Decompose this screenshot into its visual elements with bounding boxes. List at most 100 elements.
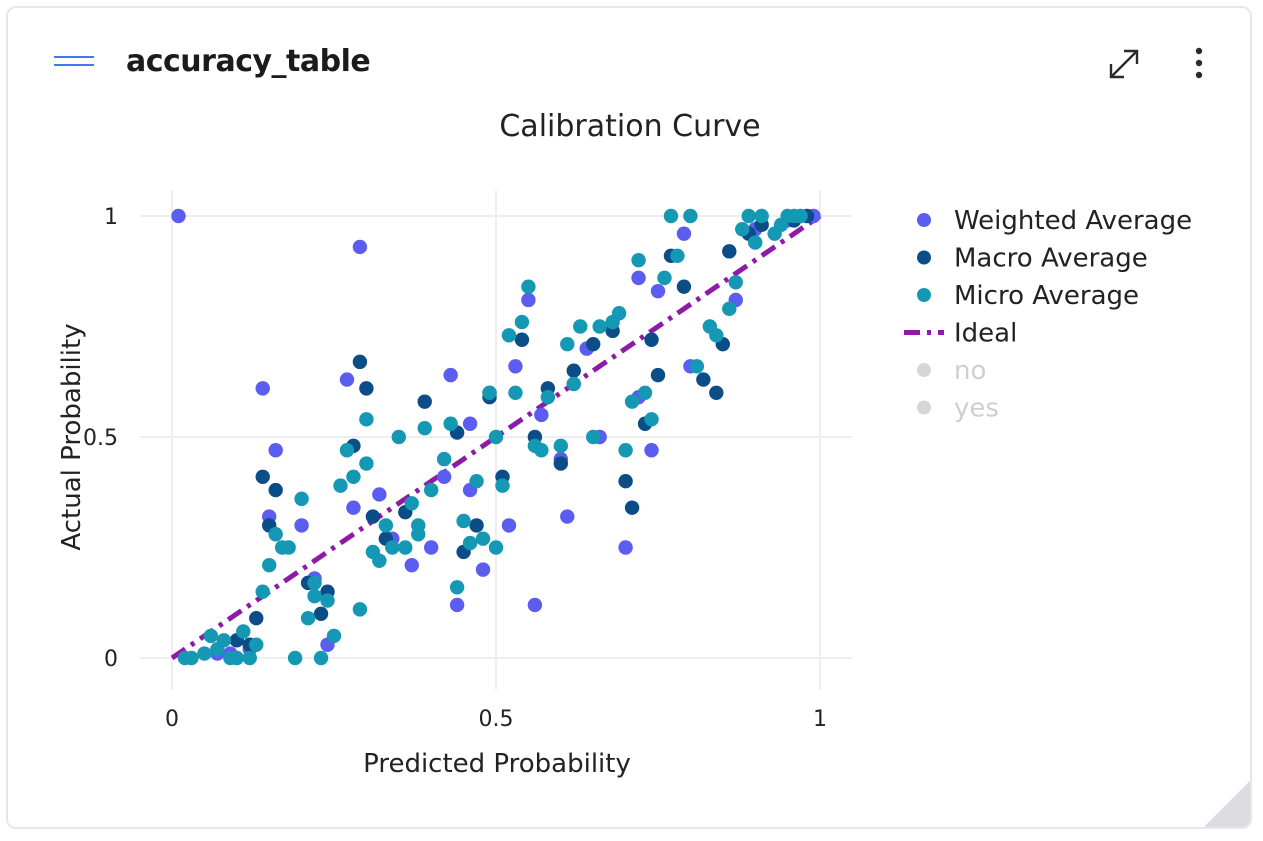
scatter-point bbox=[475, 562, 491, 577]
scatter-point bbox=[391, 429, 406, 445]
scatter-point bbox=[249, 637, 264, 652]
scatter-point bbox=[372, 487, 387, 502]
x-tick-label: 0.5 bbox=[479, 707, 514, 732]
scatter-point bbox=[462, 416, 478, 431]
legend-label: Micro Average bbox=[954, 281, 1139, 311]
scatter-point bbox=[508, 385, 523, 400]
scatter-point bbox=[495, 478, 510, 493]
scatter-point bbox=[294, 518, 309, 533]
scatter-point bbox=[618, 540, 633, 555]
legend-swatch bbox=[917, 400, 931, 415]
legend-swatch bbox=[917, 288, 931, 302]
scatter-point bbox=[748, 235, 763, 250]
scatter-point bbox=[436, 469, 452, 484]
scatter-point bbox=[411, 518, 426, 533]
scatter-point bbox=[566, 363, 581, 378]
scatter-point bbox=[385, 540, 400, 555]
scatter-point bbox=[501, 518, 517, 533]
scatter-point bbox=[508, 359, 523, 374]
scatter-point bbox=[573, 319, 588, 334]
scatter-point bbox=[709, 328, 724, 343]
scatter-point bbox=[631, 270, 646, 286]
scatter-point bbox=[521, 279, 536, 294]
scatter-point bbox=[197, 646, 212, 661]
legend-swatch bbox=[917, 363, 931, 377]
scatter-point bbox=[728, 275, 743, 290]
scatter-point bbox=[670, 248, 685, 263]
scatter-point bbox=[462, 535, 478, 551]
scatter-point bbox=[436, 451, 452, 467]
scatter-point bbox=[313, 650, 329, 666]
scatter-point bbox=[326, 628, 342, 644]
scatter-point bbox=[514, 332, 530, 347]
scatter-point bbox=[644, 443, 659, 458]
scatter-point bbox=[236, 624, 251, 639]
scatter-point bbox=[488, 429, 504, 445]
scatter-point bbox=[683, 208, 698, 224]
y-tick-label: 0 bbox=[104, 647, 118, 672]
scatter-point bbox=[663, 208, 679, 224]
scatter-point bbox=[475, 531, 491, 546]
x-axis-label: Predicted Probability bbox=[363, 749, 631, 779]
legend-label: no bbox=[954, 356, 986, 386]
scatter-point bbox=[527, 597, 543, 613]
y-axis-label: Actual Probability bbox=[57, 323, 87, 550]
scatter-point bbox=[689, 359, 705, 374]
more-vertical-icon[interactable] bbox=[1184, 42, 1214, 86]
x-tick-label: 0 bbox=[165, 707, 179, 732]
scatter-point bbox=[469, 474, 484, 489]
scatter-point bbox=[469, 518, 484, 533]
scatter-point bbox=[339, 443, 355, 458]
scatter-point bbox=[320, 593, 335, 608]
scatter-point bbox=[754, 208, 769, 224]
scatter-point bbox=[339, 372, 355, 387]
scatter-point bbox=[307, 575, 322, 591]
scatter-point bbox=[346, 469, 361, 484]
scatter-point bbox=[242, 650, 257, 666]
scatter-point bbox=[560, 509, 575, 524]
scatter-point bbox=[359, 456, 374, 471]
scatter-point bbox=[281, 540, 296, 555]
scatter-point bbox=[793, 208, 808, 224]
scatter-point bbox=[676, 226, 692, 241]
scatter-point bbox=[300, 611, 316, 626]
scatter-point bbox=[488, 540, 504, 555]
hamburger-icon[interactable] bbox=[54, 56, 94, 70]
scatter-point bbox=[631, 253, 646, 268]
scatter-point bbox=[268, 443, 283, 458]
scatter-point bbox=[352, 354, 368, 370]
scatter-point bbox=[404, 496, 419, 511]
legend-swatch bbox=[917, 250, 931, 265]
legend-label: yes bbox=[954, 394, 999, 424]
scatter-point bbox=[424, 540, 439, 555]
legend-label: Weighted Average bbox=[954, 206, 1192, 236]
chart-card: accuracy_table bbox=[6, 6, 1252, 829]
scatter-point bbox=[372, 553, 387, 568]
scatter-point bbox=[741, 208, 756, 224]
chart-title: Calibration Curve bbox=[499, 109, 760, 144]
scatter-point bbox=[657, 270, 672, 286]
scatter-point bbox=[313, 606, 329, 621]
scatter-point bbox=[171, 208, 186, 224]
scatter-points-layer bbox=[171, 208, 821, 666]
expand-diagonal-icon[interactable] bbox=[1102, 42, 1146, 86]
scatter-point bbox=[566, 376, 581, 392]
scatter-point bbox=[456, 513, 471, 529]
scatter-point bbox=[553, 456, 568, 471]
resize-handle[interactable] bbox=[1204, 781, 1250, 827]
scatter-point bbox=[624, 394, 640, 409]
scatter-point bbox=[359, 381, 374, 396]
scatter-point bbox=[650, 283, 666, 299]
scatter-point bbox=[611, 306, 627, 321]
x-tick-label: 1 bbox=[813, 707, 827, 732]
scatter-point bbox=[333, 478, 348, 493]
scatter-point bbox=[398, 540, 413, 555]
scatter-point bbox=[534, 407, 549, 423]
scatter-point bbox=[592, 319, 607, 334]
scatter-point bbox=[676, 279, 692, 294]
legend-label: Macro Average bbox=[954, 244, 1148, 274]
scatter-point bbox=[255, 381, 270, 396]
legend-swatch bbox=[917, 213, 931, 227]
y-tick-label: 0.5 bbox=[83, 426, 118, 451]
